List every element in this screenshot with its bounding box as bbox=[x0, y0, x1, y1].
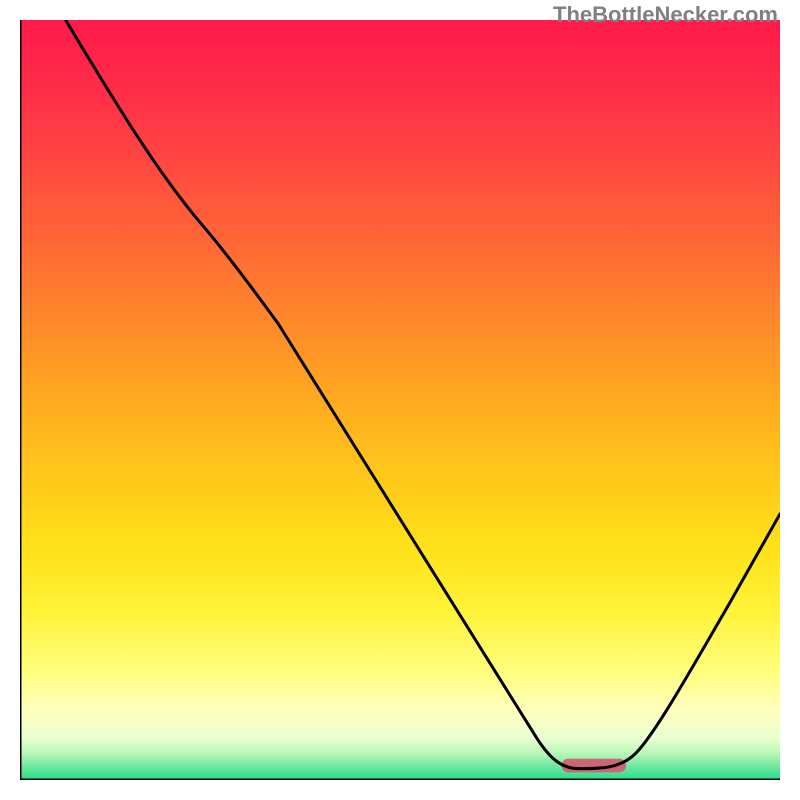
plot-area bbox=[20, 20, 780, 780]
chart-svg bbox=[20, 20, 780, 780]
watermark-text: TheBottleNecker.com bbox=[553, 2, 778, 28]
gradient-background bbox=[20, 20, 780, 780]
